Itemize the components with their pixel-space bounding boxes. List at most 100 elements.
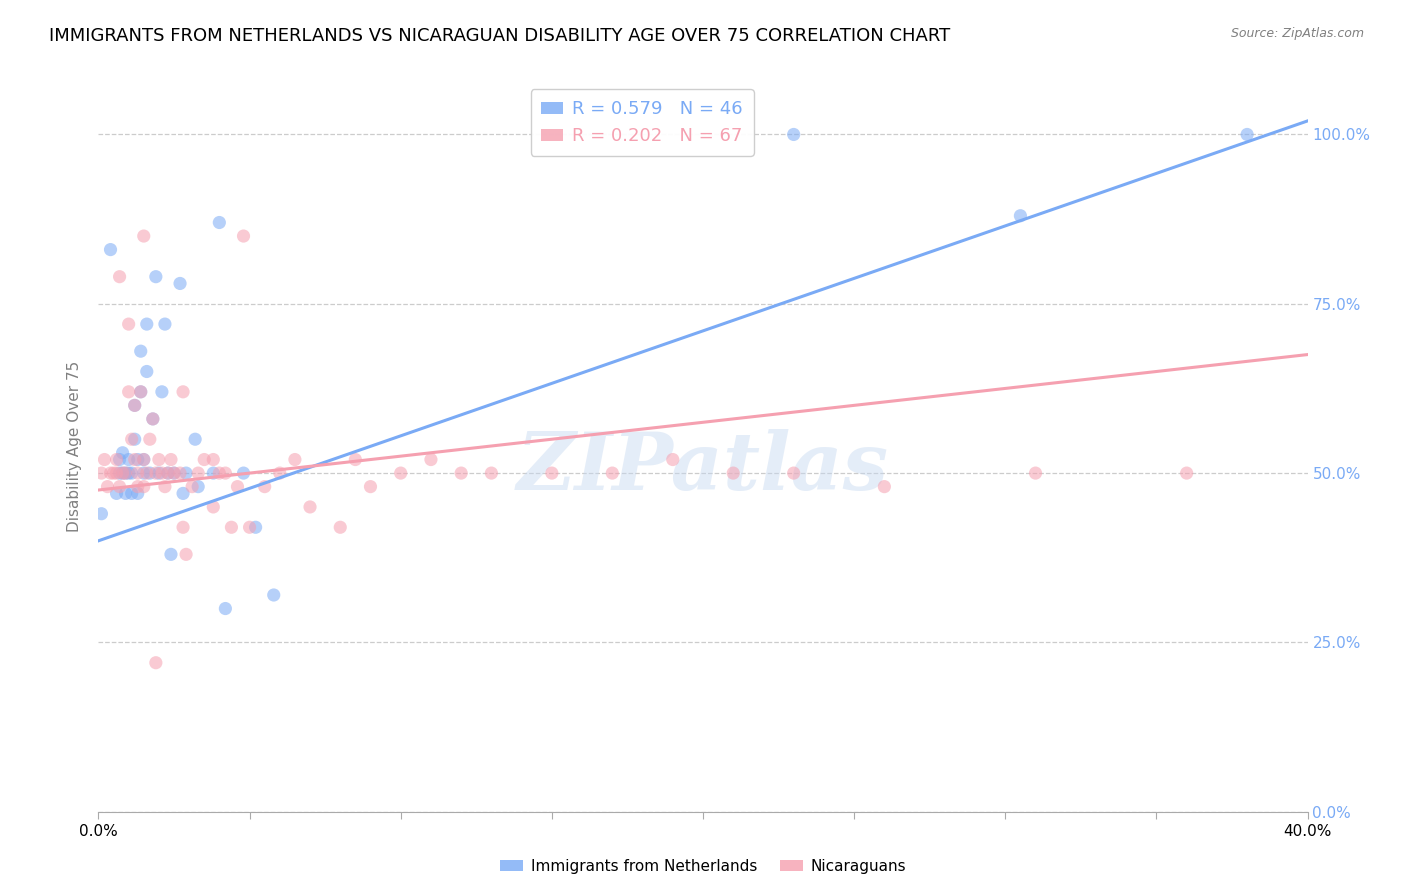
Point: [129, 384, 152, 399]
Point: [153, 317, 176, 331]
Point: [221, 520, 243, 534]
Point: [100, 243, 122, 257]
Point: [118, 452, 141, 467]
Point: [132, 452, 155, 467]
Point: [245, 520, 267, 534]
Point: [344, 452, 367, 467]
Point: [105, 466, 128, 480]
Point: [202, 466, 225, 480]
Point: [269, 466, 291, 480]
Point: [139, 466, 162, 480]
Point: [148, 452, 170, 467]
Point: [121, 466, 143, 480]
Point: [135, 317, 157, 331]
Point: [202, 500, 225, 514]
Point: [208, 466, 231, 480]
Point: [148, 466, 170, 480]
Point: [90, 466, 112, 480]
Point: [450, 466, 472, 480]
Point: [132, 480, 155, 494]
Point: [108, 480, 131, 494]
Point: [100, 466, 122, 480]
Point: [389, 466, 412, 480]
Point: [239, 520, 262, 534]
Point: [193, 452, 215, 467]
Point: [263, 588, 285, 602]
Point: [142, 412, 165, 426]
Point: [329, 520, 352, 534]
Text: Source: ZipAtlas.com: Source: ZipAtlas.com: [1230, 27, 1364, 40]
Point: [160, 452, 183, 467]
Point: [181, 480, 204, 494]
Point: [172, 486, 194, 500]
Point: [540, 466, 562, 480]
Point: [232, 466, 254, 480]
Point: [118, 466, 141, 480]
Point: [174, 466, 197, 480]
Point: [90, 507, 112, 521]
Point: [226, 480, 249, 494]
Point: [114, 466, 136, 480]
Point: [873, 480, 896, 494]
Legend: Immigrants from Netherlands, Nicaraguans: Immigrants from Netherlands, Nicaraguans: [494, 853, 912, 880]
Point: [142, 412, 165, 426]
Point: [139, 432, 162, 446]
Point: [174, 547, 197, 561]
Point: [1010, 209, 1032, 223]
Point: [172, 520, 194, 534]
Point: [124, 432, 146, 446]
Point: [111, 466, 134, 480]
Point: [360, 480, 382, 494]
Point: [1024, 466, 1046, 480]
Point: [129, 384, 152, 399]
Point: [602, 466, 624, 480]
Point: [118, 384, 141, 399]
Point: [129, 344, 152, 359]
Point: [121, 432, 143, 446]
Point: [172, 384, 194, 399]
Point: [163, 466, 186, 480]
Point: [208, 215, 231, 229]
Point: [114, 466, 136, 480]
Point: [1236, 128, 1258, 142]
Point: [127, 452, 149, 467]
Point: [202, 452, 225, 467]
Point: [481, 466, 503, 480]
Point: [105, 452, 128, 467]
Point: [420, 452, 443, 467]
Point: [783, 128, 806, 142]
Point: [184, 432, 207, 446]
Point: [232, 229, 254, 244]
Point: [156, 466, 179, 480]
Point: [135, 466, 157, 480]
Point: [145, 269, 167, 284]
Point: [169, 466, 191, 480]
Point: [150, 466, 173, 480]
Point: [135, 364, 157, 378]
Point: [111, 466, 134, 480]
Y-axis label: Disability Age Over 75: Disability Age Over 75: [67, 360, 83, 532]
Point: [169, 277, 191, 291]
Point: [108, 466, 131, 480]
Point: [661, 452, 683, 467]
Point: [127, 466, 149, 480]
Point: [145, 656, 167, 670]
Legend: R = 0.579   N = 46, R = 0.202   N = 67: R = 0.579 N = 46, R = 0.202 N = 67: [530, 89, 754, 156]
Point: [132, 452, 155, 467]
Point: [105, 486, 128, 500]
Point: [127, 486, 149, 500]
Point: [150, 384, 173, 399]
Point: [187, 466, 209, 480]
Point: [124, 398, 146, 412]
Point: [114, 486, 136, 500]
Point: [132, 229, 155, 244]
Point: [214, 466, 236, 480]
Point: [214, 601, 236, 615]
Point: [1175, 466, 1198, 480]
Point: [253, 480, 276, 494]
Point: [783, 466, 806, 480]
Point: [127, 480, 149, 494]
Point: [96, 480, 118, 494]
Point: [111, 446, 134, 460]
Point: [103, 466, 125, 480]
